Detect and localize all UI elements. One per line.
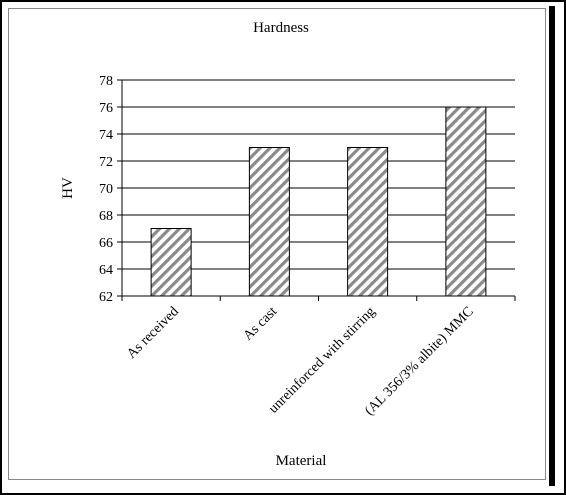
y-axis-ticks: 62 64 66 68 70 72 74 76 78 bbox=[99, 74, 122, 305]
y-tick-label: 70 bbox=[99, 182, 113, 197]
chart-border bbox=[8, 8, 546, 480]
y-tick-label: 72 bbox=[99, 155, 113, 170]
x-tick-label: unreinforced with stirring bbox=[266, 304, 378, 416]
bar bbox=[150, 228, 192, 297]
figure-edge-bar bbox=[549, 6, 555, 486]
bar bbox=[248, 147, 290, 297]
y-tick-label: 76 bbox=[99, 101, 113, 116]
y-tick-label: 78 bbox=[99, 74, 113, 89]
y-tick-label: 66 bbox=[99, 236, 113, 251]
y-tick-label: 64 bbox=[99, 263, 113, 278]
y-tick-label: 74 bbox=[99, 128, 113, 143]
x-tick-label: (AL 356/3% albite) MMC bbox=[362, 304, 476, 418]
x-tick-label: As cast bbox=[241, 304, 281, 344]
chart-title: Hardness bbox=[253, 20, 309, 36]
x-axis-label: Material bbox=[276, 453, 327, 469]
y-tick-label: 62 bbox=[99, 290, 113, 305]
x-tick-label: As received bbox=[124, 304, 182, 362]
bars bbox=[150, 106, 487, 297]
y-tick-label: 68 bbox=[99, 209, 113, 224]
y-axis-label: HV bbox=[60, 177, 76, 199]
bar bbox=[445, 106, 487, 297]
bar bbox=[347, 147, 389, 297]
